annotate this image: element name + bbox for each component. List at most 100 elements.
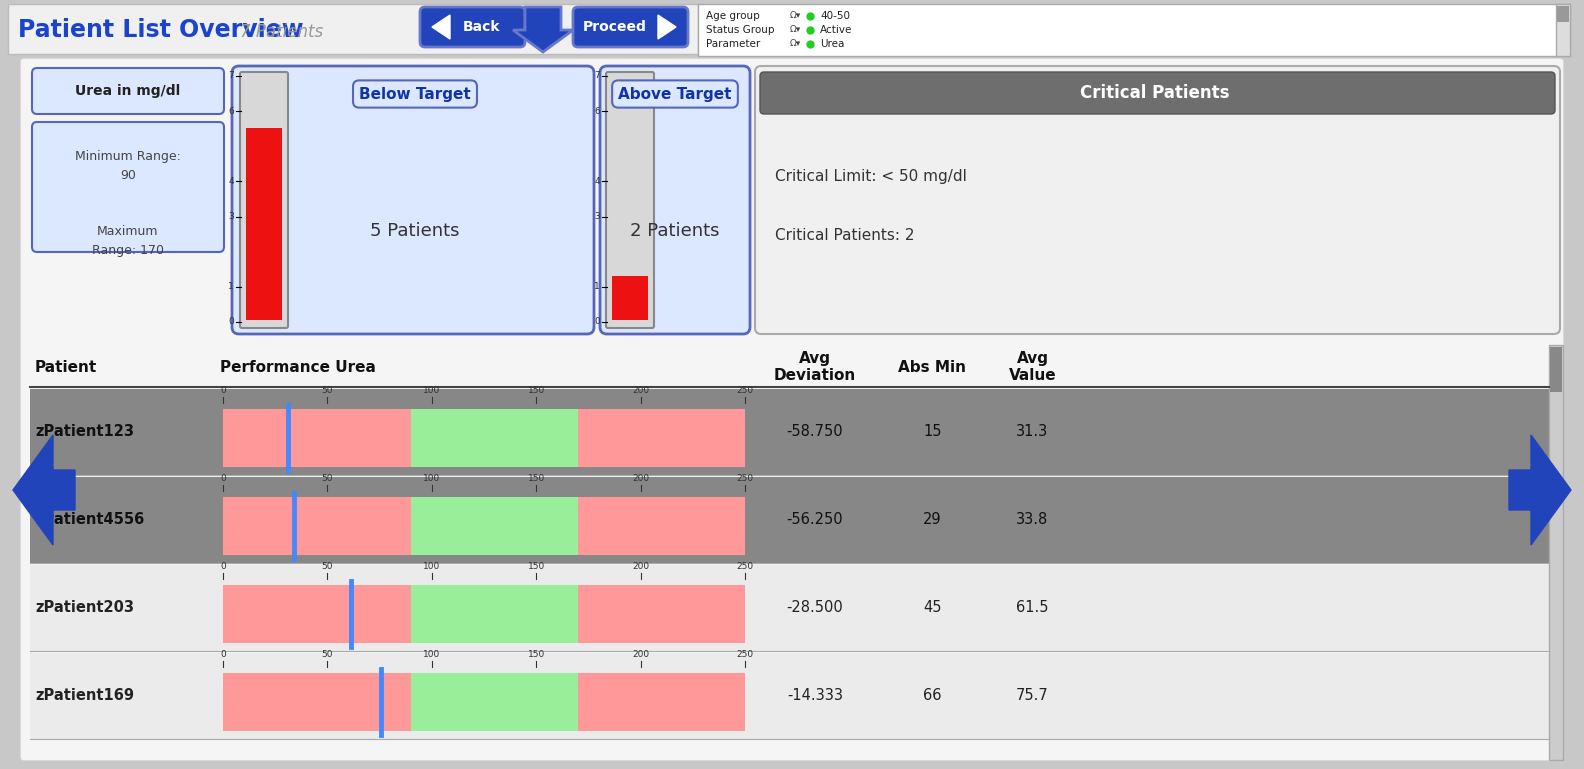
FancyBboxPatch shape [420, 7, 524, 47]
Bar [1557, 6, 1570, 22]
Polygon shape [513, 7, 573, 52]
Text: Proceed: Proceed [583, 20, 646, 34]
Bar [1549, 345, 1563, 760]
Text: -14.333: -14.333 [787, 687, 843, 703]
Text: 5 Patients: 5 Patients [371, 222, 459, 240]
Text: 0: 0 [220, 562, 227, 571]
Bar [410, 409, 578, 467]
Bar [611, 276, 648, 320]
Polygon shape [657, 15, 676, 39]
Text: 1: 1 [594, 282, 600, 291]
FancyBboxPatch shape [241, 72, 288, 328]
Text: 4: 4 [228, 177, 234, 186]
FancyBboxPatch shape [760, 72, 1555, 114]
Text: Age group: Age group [706, 11, 760, 21]
FancyBboxPatch shape [32, 68, 223, 114]
Text: Critical Patients: Critical Patients [1080, 84, 1229, 102]
Bar [0, 0, 1584, 58]
Text: 7 Patients: 7 Patients [241, 23, 323, 41]
Text: 1: 1 [228, 282, 234, 291]
Bar [223, 673, 744, 731]
Text: Urea in mg/dl: Urea in mg/dl [76, 84, 181, 98]
Text: 0: 0 [220, 650, 227, 659]
Text: 66: 66 [923, 687, 942, 703]
Text: Parameter: Parameter [706, 39, 760, 49]
Polygon shape [13, 435, 74, 545]
Text: 150: 150 [527, 650, 545, 659]
Text: Maximum
Range: 170: Maximum Range: 170 [92, 225, 165, 257]
Text: 33.8: 33.8 [1017, 511, 1049, 527]
Bar [30, 653, 1549, 739]
Text: 3: 3 [228, 212, 234, 221]
Text: Patient: Patient [35, 359, 97, 375]
Text: -56.250: -56.250 [787, 511, 843, 527]
Bar [699, 4, 1570, 56]
Text: Status Group: Status Group [706, 25, 775, 35]
Text: 15: 15 [923, 424, 942, 438]
Text: 50: 50 [322, 386, 333, 395]
Text: Active: Active [821, 25, 852, 35]
Text: Critical Patients: 2: Critical Patients: 2 [775, 228, 914, 244]
Text: Minimum Range:
90: Minimum Range: 90 [74, 150, 181, 182]
Bar [410, 585, 578, 643]
Text: Abs Min: Abs Min [898, 359, 966, 375]
Bar [223, 497, 744, 555]
Text: 200: 200 [632, 650, 649, 659]
Bar [30, 565, 1549, 651]
Text: 50: 50 [322, 650, 333, 659]
Bar [1551, 347, 1562, 392]
Text: 29: 29 [923, 511, 942, 527]
Bar [246, 128, 282, 320]
Text: 100: 100 [423, 650, 440, 659]
FancyBboxPatch shape [607, 72, 654, 328]
FancyBboxPatch shape [21, 58, 1563, 761]
Text: 250: 250 [737, 474, 754, 483]
Polygon shape [432, 15, 450, 39]
Text: 0: 0 [220, 474, 227, 483]
Text: 4: 4 [594, 177, 600, 186]
Text: 7: 7 [228, 72, 234, 81]
Text: 6: 6 [228, 107, 234, 115]
Text: zPatient4556: zPatient4556 [35, 511, 144, 527]
Text: 6: 6 [594, 107, 600, 115]
Text: 45: 45 [923, 600, 942, 614]
Text: Performance Urea: Performance Urea [220, 359, 375, 375]
Text: -58.750: -58.750 [787, 424, 843, 438]
Text: 75.7: 75.7 [1015, 687, 1049, 703]
Bar [30, 389, 1549, 475]
FancyBboxPatch shape [231, 66, 594, 334]
Bar [223, 409, 744, 467]
Bar [410, 497, 578, 555]
Text: Avg
Deviation: Avg Deviation [775, 351, 855, 383]
Text: 200: 200 [632, 386, 649, 395]
Text: Urea: Urea [821, 39, 844, 49]
Text: 0: 0 [594, 318, 600, 327]
Text: -28.500: -28.500 [787, 600, 843, 614]
Bar [223, 585, 744, 643]
Text: 100: 100 [423, 386, 440, 395]
Text: 150: 150 [527, 386, 545, 395]
Text: 7: 7 [594, 72, 600, 81]
Text: 100: 100 [423, 474, 440, 483]
Text: Patient List Overview: Patient List Overview [17, 18, 304, 42]
Text: 40-50: 40-50 [821, 11, 851, 21]
FancyBboxPatch shape [32, 122, 223, 252]
Text: 0: 0 [228, 318, 234, 327]
Text: 50: 50 [322, 562, 333, 571]
Text: Back: Back [463, 20, 501, 34]
Text: Ω▾: Ω▾ [790, 12, 802, 21]
Text: 250: 250 [737, 386, 754, 395]
Bar [30, 477, 1549, 563]
Text: 250: 250 [737, 650, 754, 659]
Text: 250: 250 [737, 562, 754, 571]
Text: 61.5: 61.5 [1017, 600, 1049, 614]
Text: 150: 150 [527, 474, 545, 483]
Text: zPatient123: zPatient123 [35, 424, 135, 438]
FancyBboxPatch shape [573, 7, 687, 47]
Text: 200: 200 [632, 474, 649, 483]
FancyBboxPatch shape [600, 66, 749, 334]
Text: Ω▾: Ω▾ [790, 25, 802, 35]
Bar [1555, 4, 1570, 56]
Text: zPatient169: zPatient169 [35, 687, 135, 703]
Text: Above Target: Above Target [618, 86, 732, 102]
